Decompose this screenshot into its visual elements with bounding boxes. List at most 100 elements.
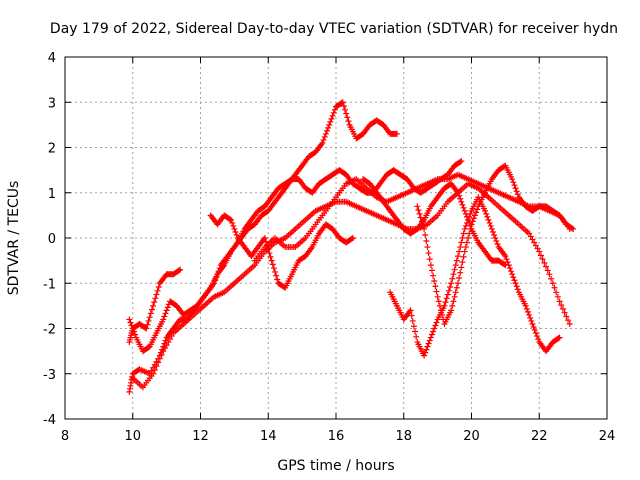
data-point (231, 225, 238, 232)
data-point (268, 257, 275, 264)
data-point (483, 210, 490, 217)
data-point (331, 106, 338, 113)
data-point (522, 302, 529, 309)
data-point (422, 349, 429, 356)
data-point (409, 317, 416, 324)
data-point (465, 235, 472, 241)
data-point (489, 228, 496, 235)
data-point (449, 302, 456, 309)
data-point (150, 370, 157, 377)
data-point (426, 256, 433, 263)
data-point (470, 215, 477, 222)
data-point (450, 298, 457, 305)
data-point (232, 228, 239, 235)
data-point (325, 124, 332, 131)
data-point (524, 308, 531, 315)
data-point (565, 317, 572, 324)
data-point (471, 212, 478, 219)
data-point (444, 291, 451, 298)
data-point (488, 225, 495, 232)
data-point (226, 216, 233, 223)
data-point (461, 248, 468, 255)
data-point (553, 289, 560, 296)
data-point (415, 207, 422, 214)
data-point (227, 216, 234, 223)
data-point (230, 222, 237, 229)
data-point (493, 238, 500, 245)
y-tick-label: 3 (48, 96, 56, 111)
data-point (512, 280, 519, 287)
data-point (148, 367, 155, 374)
chart-title: Day 179 of 2022, Sidereal Day-to-day VTE… (50, 21, 618, 37)
data-points (126, 99, 577, 395)
data-point (513, 283, 520, 290)
data-point (485, 216, 492, 223)
data-point (548, 275, 555, 282)
series-track-8 (387, 194, 563, 359)
data-point (233, 231, 240, 238)
data-point (534, 245, 541, 252)
data-point (551, 284, 558, 291)
data-point (167, 336, 174, 343)
data-point (532, 242, 539, 249)
data-point (510, 274, 517, 281)
data-point (514, 286, 521, 293)
data-point (330, 109, 337, 116)
data-point (127, 319, 134, 326)
y-axis-tick-labels: -4 -3 -2 -1 0 1 2 3 4 (43, 51, 56, 428)
data-point (148, 306, 155, 313)
data-point (448, 307, 455, 314)
data-point (427, 262, 434, 269)
data-point (177, 266, 184, 273)
data-point (274, 276, 281, 283)
data-point (468, 221, 475, 228)
data-point (348, 235, 355, 242)
data-point (144, 321, 151, 328)
y-tick-label: 0 (48, 232, 56, 247)
data-point (482, 207, 489, 214)
data-point (349, 235, 356, 241)
data-point (523, 305, 530, 312)
data-point (451, 266, 458, 273)
data-point (469, 218, 476, 225)
data-point (531, 239, 538, 246)
x-axis-tick-labels: 8 10 12 14 16 18 20 22 24 (61, 429, 615, 444)
data-point (430, 272, 437, 279)
data-point (142, 324, 149, 331)
data-point (164, 304, 171, 311)
data-point (430, 328, 437, 335)
data-point (433, 319, 440, 326)
data-point (161, 313, 168, 320)
data-point (412, 328, 419, 335)
data-point (451, 293, 458, 300)
data-point (433, 288, 440, 295)
data-point (449, 275, 456, 282)
data-point (344, 114, 351, 121)
data-point (504, 259, 511, 266)
y-tick-label: 4 (48, 51, 56, 66)
data-point (326, 121, 333, 128)
data-point (443, 295, 450, 302)
data-point (546, 271, 553, 278)
data-point (162, 310, 169, 317)
data-point (152, 295, 159, 302)
data-point (457, 195, 464, 202)
data-point (160, 316, 167, 323)
x-tick-label: 10 (124, 429, 141, 444)
data-point (458, 239, 465, 246)
data-point (261, 235, 268, 241)
data-point (442, 299, 449, 306)
data-point (510, 179, 517, 186)
data-point (509, 271, 516, 278)
data-point (343, 110, 350, 117)
data-point (432, 283, 439, 290)
data-point (531, 327, 538, 334)
data-point (527, 314, 534, 321)
data-point (322, 130, 329, 137)
data-point (459, 201, 466, 208)
data-point (151, 366, 158, 373)
data-point (509, 176, 516, 183)
data-point (453, 284, 460, 291)
data-point (153, 363, 160, 370)
